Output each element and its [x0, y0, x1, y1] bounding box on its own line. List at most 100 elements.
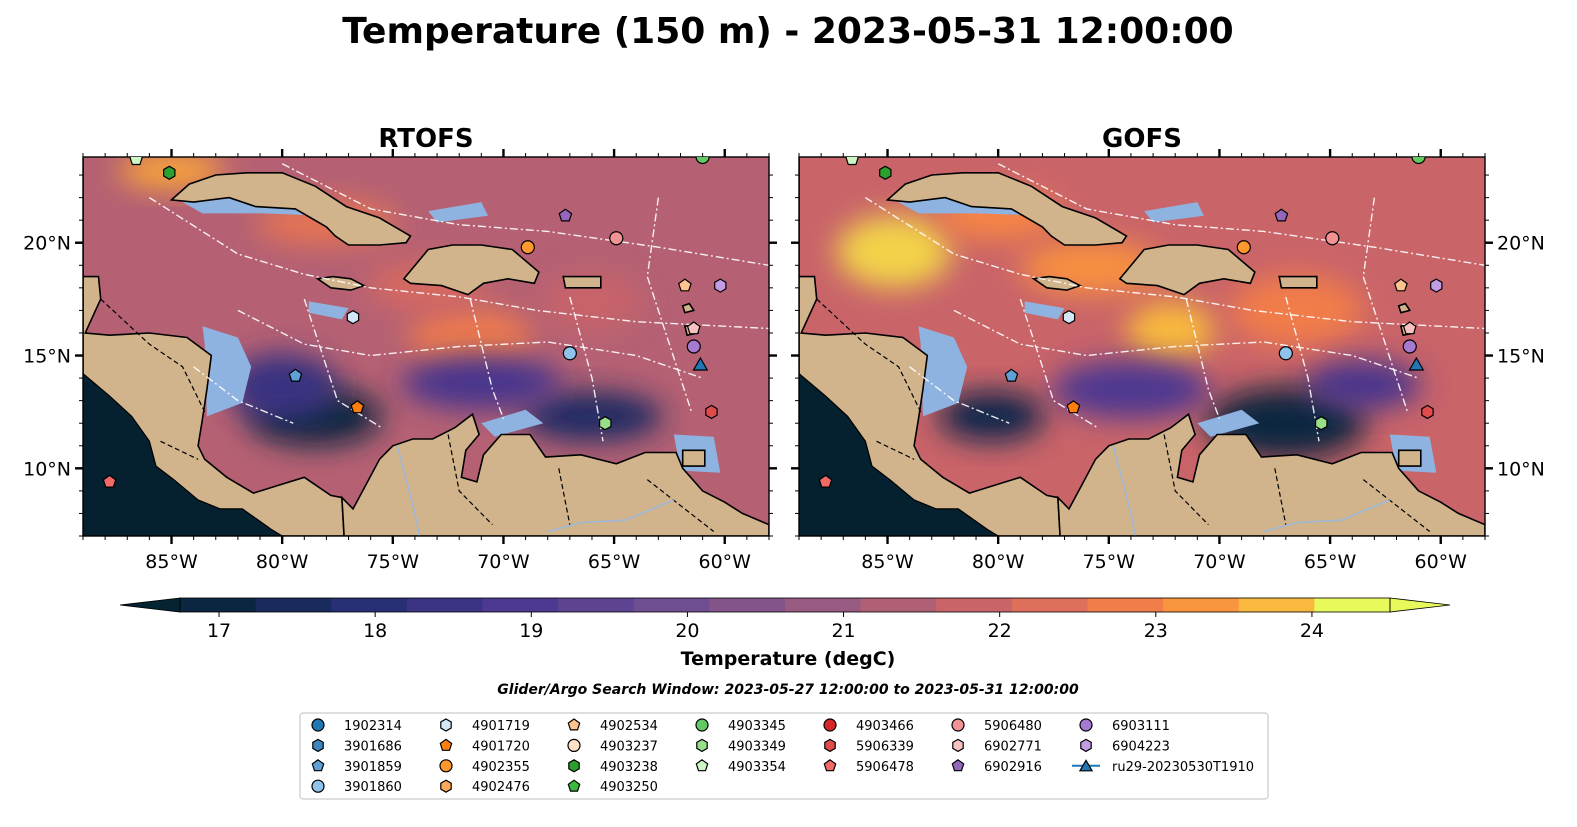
legend-label: 3901859	[344, 760, 402, 775]
colorbar-bin	[406, 598, 483, 612]
colorbar-tick-label: 19	[519, 620, 543, 642]
temperature-anomaly	[226, 353, 338, 421]
eez-boundary	[997, 163, 1485, 266]
station-5906480[interactable]	[1325, 231, 1340, 246]
legend-label: 4902534	[600, 719, 658, 734]
legend-label: 5906339	[856, 739, 914, 754]
station-4903354[interactable]	[129, 153, 143, 166]
station-3901859[interactable]	[1004, 368, 1019, 382]
lon-tick-label: 70°W	[477, 551, 530, 573]
temperature-anomaly	[521, 391, 663, 442]
land-cuba	[885, 172, 1128, 246]
legend-box	[299, 712, 1269, 800]
legend-label: 6904223	[1112, 739, 1170, 754]
station-4902355[interactable]	[1236, 240, 1251, 255]
station-6902771[interactable]	[686, 321, 701, 335]
legend-marker	[439, 759, 453, 773]
legend-label: 4903238	[600, 760, 658, 775]
legend-label: 3901686	[344, 739, 402, 754]
station-4903349[interactable]	[1314, 416, 1328, 431]
legend-label: 4901719	[472, 719, 530, 734]
colorbar-tick-label: 23	[1144, 620, 1168, 642]
station-4901719[interactable]	[1062, 310, 1076, 325]
river	[547, 499, 675, 533]
figure-title: Temperature (150 m) - 2023-05-31 12:00:0…	[342, 11, 1233, 52]
land-cuba	[169, 172, 412, 246]
station-ru29-20230530T1910[interactable]	[692, 356, 709, 371]
station-4901720[interactable]	[1066, 400, 1081, 414]
station-4903238[interactable]	[879, 165, 892, 180]
eez-boundary	[469, 298, 505, 419]
temperature-anomaly	[1230, 274, 1364, 347]
station-4903345[interactable]	[695, 151, 710, 165]
station-5906478[interactable]	[818, 474, 833, 488]
legend-label: 6903111	[1112, 719, 1170, 734]
station-5906339[interactable]	[705, 404, 718, 420]
station-4903354[interactable]	[845, 153, 859, 166]
station-3901860[interactable]	[1278, 346, 1293, 361]
station-4903349[interactable]	[598, 416, 612, 431]
station-markers	[818, 151, 1443, 488]
station-4903238[interactable]	[163, 165, 176, 180]
station-4901720[interactable]	[350, 400, 365, 414]
eez-boundary	[1019, 298, 1099, 429]
station-6904223[interactable]	[1430, 278, 1443, 293]
country-border	[447, 434, 493, 526]
station-6903111[interactable]	[1402, 339, 1417, 354]
station-4902534[interactable]	[1393, 278, 1408, 292]
legend-marker	[695, 759, 709, 772]
shallow-shelf	[481, 409, 544, 437]
colorbar-frame	[179, 597, 1391, 613]
station-6903111[interactable]	[686, 339, 701, 354]
eez-boundary	[1185, 298, 1221, 419]
legend-marker	[695, 718, 709, 732]
eez-boundary	[303, 298, 383, 429]
station-5906339[interactable]	[1421, 404, 1434, 420]
eez-boundary	[281, 163, 769, 266]
country-border	[816, 298, 922, 413]
station-3901860[interactable]	[562, 346, 577, 361]
legend-marker	[567, 779, 581, 792]
country-border	[1163, 434, 1209, 526]
river	[1263, 499, 1391, 533]
land-leewards	[1397, 302, 1412, 314]
station-4901719[interactable]	[346, 310, 360, 325]
country-border	[160, 440, 199, 460]
lon-tick-label: 70°W	[1193, 551, 1246, 573]
map-content	[83, 157, 769, 536]
legend-marker	[951, 759, 965, 772]
legend-label: 5906480	[984, 719, 1042, 734]
station-3901859[interactable]	[288, 368, 303, 382]
station-4903345[interactable]	[1411, 151, 1426, 165]
station-6904223[interactable]	[714, 278, 727, 293]
land-trinidad	[681, 449, 706, 467]
colorbar-bin	[1011, 598, 1088, 612]
legend-marker	[311, 718, 325, 732]
station-5906478[interactable]	[102, 474, 117, 488]
station-5906480[interactable]	[609, 231, 624, 246]
shallow-shelf	[1024, 301, 1065, 320]
legend-triangle	[1078, 759, 1094, 772]
eez-boundary	[237, 309, 703, 379]
station-6902916[interactable]	[558, 208, 573, 222]
legend-marker	[567, 738, 581, 753]
lon-tick-label: 65°W	[588, 551, 641, 573]
station-4902534[interactable]	[677, 278, 692, 292]
legend-label: 4903466	[856, 719, 914, 734]
temperature-anomaly	[1051, 360, 1211, 419]
legend-marker	[1072, 759, 1100, 772]
legend-label: 6902771	[984, 739, 1042, 754]
legend-marker	[952, 738, 964, 753]
station-4902355[interactable]	[520, 240, 535, 255]
station-6902771[interactable]	[1402, 321, 1417, 335]
station-6902916[interactable]	[1274, 208, 1289, 222]
legend-label: 6902916	[984, 760, 1042, 775]
legend-label: ru29-20230530T1910	[1112, 760, 1254, 775]
station-ru29-20230530T1910[interactable]	[1408, 356, 1425, 371]
colorbar-bin	[860, 598, 937, 612]
colorbar-bin	[633, 598, 710, 612]
colorbar-tick-label: 18	[363, 620, 387, 642]
panel-title: GOFS	[1102, 124, 1182, 154]
colorbar-bin	[1314, 598, 1391, 612]
